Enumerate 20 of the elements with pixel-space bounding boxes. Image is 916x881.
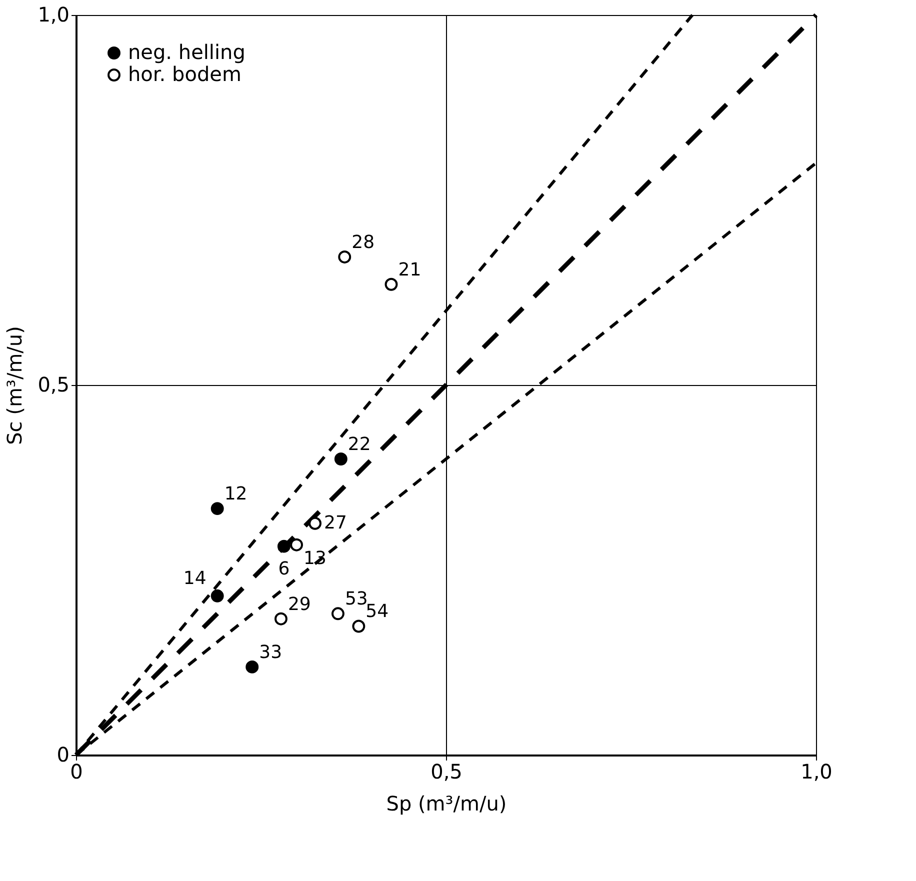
y-tick-label: 0,5 bbox=[38, 372, 70, 396]
annotation: 12 bbox=[224, 484, 248, 505]
annotation: 27 bbox=[324, 512, 347, 534]
y-tick-label: 1,0 bbox=[38, 2, 70, 26]
legend-label: neg. helling bbox=[128, 40, 246, 64]
legend-label: hor. bodem bbox=[128, 62, 242, 86]
x-axis-title: Sp (m³/m/u) bbox=[386, 792, 507, 816]
annotation: 22 bbox=[348, 434, 371, 455]
y-tick-label: 0 bbox=[56, 742, 70, 766]
annotation: 28 bbox=[352, 232, 375, 253]
x-tick-label: 0,5 bbox=[430, 760, 462, 784]
annotation: 53 bbox=[344, 588, 368, 610]
x-tick-label: 1,0 bbox=[800, 760, 832, 784]
annotation: 54 bbox=[366, 601, 389, 622]
annotation: 21 bbox=[398, 259, 422, 280]
annotation: 14 bbox=[183, 568, 206, 589]
y-axis-title: Sc (m³/m/u) bbox=[2, 326, 27, 445]
annotation: 6 bbox=[278, 558, 290, 580]
annotation: 33 bbox=[259, 642, 282, 663]
annotation: 29 bbox=[288, 594, 311, 615]
